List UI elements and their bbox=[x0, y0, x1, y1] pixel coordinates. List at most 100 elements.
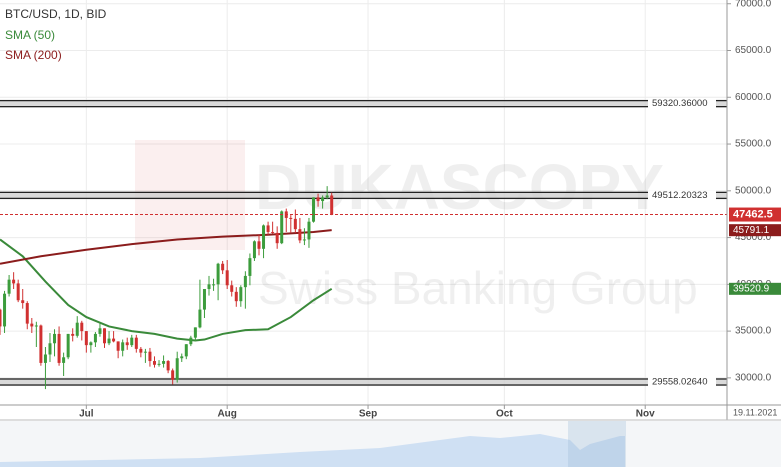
candle-body bbox=[202, 289, 206, 310]
candle-body bbox=[189, 337, 193, 345]
level-label: 59320.36000 bbox=[652, 98, 707, 109]
candle-body bbox=[166, 361, 170, 371]
level-band bbox=[0, 378, 727, 387]
candle-body bbox=[271, 231, 275, 233]
candle-body bbox=[143, 351, 147, 353]
candle-body bbox=[302, 239, 306, 241]
candle-body bbox=[266, 225, 270, 232]
candle-body bbox=[280, 211, 284, 244]
sma-line bbox=[0, 229, 332, 265]
candle-body bbox=[262, 225, 266, 249]
candle-body bbox=[25, 303, 29, 324]
candle-body bbox=[193, 327, 197, 338]
navigator-area bbox=[0, 434, 625, 467]
level-label: 29558.02640 bbox=[652, 377, 707, 388]
y-tick-label: 55000.0 bbox=[735, 139, 772, 150]
candle-body bbox=[89, 342, 93, 346]
candle-body bbox=[148, 351, 152, 362]
candle-body bbox=[293, 218, 297, 230]
candle-body bbox=[243, 275, 247, 288]
candle-body bbox=[180, 356, 184, 359]
price-label: 47462.5 bbox=[733, 208, 773, 220]
candle-body bbox=[316, 197, 320, 202]
chart-title: BTC/USD, 1D, BID bbox=[5, 7, 107, 21]
candle-body bbox=[221, 263, 225, 271]
candle-body bbox=[157, 363, 161, 365]
candle-body bbox=[225, 270, 229, 286]
candle-body bbox=[116, 341, 120, 351]
candle-body bbox=[21, 300, 25, 304]
candle-body bbox=[107, 338, 111, 344]
price-label-bg bbox=[729, 224, 781, 237]
legend-entry: SMA (50) bbox=[5, 28, 55, 42]
candle-body bbox=[139, 348, 143, 353]
candle-body bbox=[234, 291, 238, 302]
y-tick-label: 35000.0 bbox=[735, 326, 772, 337]
navigator-window[interactable] bbox=[568, 421, 626, 467]
candle-body bbox=[39, 325, 43, 363]
y-tick-label: 45000.0 bbox=[735, 232, 772, 243]
candle-body bbox=[330, 195, 334, 215]
candle-body bbox=[34, 325, 38, 327]
candle-body bbox=[275, 232, 279, 244]
y-tick-label: 60000.0 bbox=[735, 92, 772, 103]
candle-body bbox=[312, 197, 316, 222]
sma-line bbox=[0, 238, 333, 342]
x-tick-label: Oct bbox=[496, 409, 513, 420]
candle-body bbox=[212, 284, 216, 286]
candle-body bbox=[7, 279, 11, 294]
candle-body bbox=[12, 279, 16, 284]
candle-body bbox=[3, 293, 7, 327]
y-tick-label: 30000.0 bbox=[735, 373, 772, 384]
candle-body bbox=[175, 358, 179, 380]
candle-body bbox=[207, 284, 211, 290]
candle-body bbox=[298, 229, 302, 241]
candle-body bbox=[121, 342, 125, 351]
y-tick-label: 65000.0 bbox=[735, 45, 772, 56]
level-label: 49512.20323 bbox=[652, 190, 707, 201]
candle-body bbox=[43, 354, 47, 363]
x-tick-label: Aug bbox=[217, 409, 236, 420]
price-label-bg bbox=[729, 282, 781, 295]
legend-entry: SMA (200) bbox=[5, 48, 62, 62]
x-tick-label: Sep bbox=[359, 409, 377, 420]
candle-body bbox=[184, 344, 188, 357]
candle-body bbox=[30, 323, 34, 327]
candle-body bbox=[16, 283, 20, 301]
date-label: 19.11.2021 bbox=[733, 407, 777, 417]
candle-body bbox=[130, 337, 134, 346]
candle-body bbox=[289, 217, 293, 219]
candle-body bbox=[84, 331, 88, 346]
candle-body bbox=[66, 333, 70, 358]
candle-body bbox=[325, 195, 329, 198]
candle-body bbox=[80, 322, 84, 332]
candle-body bbox=[0, 309, 2, 327]
candle-body bbox=[198, 309, 202, 328]
price-label: 39520.9 bbox=[733, 283, 770, 294]
candle-body bbox=[248, 258, 252, 276]
y-tick-label: 50000.0 bbox=[735, 185, 772, 196]
candle-body bbox=[48, 343, 52, 355]
price-label: 45791.1 bbox=[733, 225, 770, 236]
candle-body bbox=[125, 342, 129, 346]
level-band bbox=[0, 99, 727, 108]
level-label-bg bbox=[648, 377, 716, 388]
candle-body bbox=[239, 287, 243, 302]
watermark: DUKASCOPY bbox=[255, 151, 664, 223]
candle-body bbox=[134, 337, 138, 349]
candle-body bbox=[152, 361, 156, 365]
level-band bbox=[0, 191, 727, 200]
candle-body bbox=[112, 338, 116, 342]
candle-body bbox=[216, 263, 220, 285]
candle-body bbox=[230, 285, 234, 292]
candle-body bbox=[57, 333, 61, 363]
y-tick-label: 70000.0 bbox=[735, 0, 772, 9]
x-tick-label: Nov bbox=[636, 409, 655, 420]
candle-body bbox=[71, 333, 75, 336]
candle-body bbox=[93, 333, 97, 343]
candle-body bbox=[252, 241, 256, 259]
watermark: Swiss Banking Group bbox=[258, 262, 698, 314]
candle-body bbox=[321, 197, 325, 202]
